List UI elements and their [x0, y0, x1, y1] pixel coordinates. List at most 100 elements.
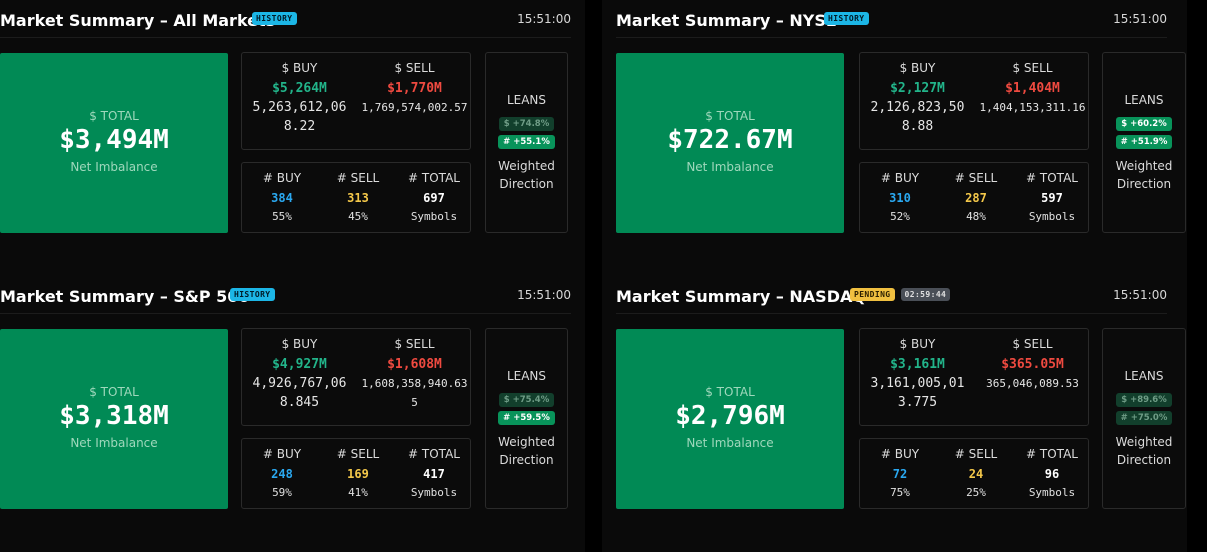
count-buy-value: 310	[889, 191, 911, 205]
dollar-box: $ BUY $5,264M 5,263,612,068.22 $ SELL $1…	[241, 52, 471, 150]
leans-footer: Weighted Direction	[486, 157, 567, 193]
count-total-value: 96	[1044, 467, 1060, 481]
count-total-suffix: Symbols	[1028, 486, 1076, 499]
count-sell-value: 169	[347, 467, 369, 481]
dollar-lean-chip: $ +89.6%	[1116, 393, 1172, 407]
leans-box: LEANS $ +89.6% # +75.0% Weighted Directi…	[1102, 328, 1186, 509]
count-box: # BUY 310 52% # SELL 287 48% # TOTAL 597…	[859, 162, 1089, 233]
history-badge[interactable]: HISTORY	[252, 12, 297, 25]
dollar-sell-full: 365,046,089.53	[986, 377, 1079, 390]
dollar-sell-value: $1,404M	[1005, 81, 1060, 96]
count-total-column: # TOTAL 417 Symbols	[396, 439, 472, 499]
dollar-buy-column: $ BUY $3,161M 3,161,005,013.775	[860, 329, 975, 412]
count-sell-label: # SELL	[336, 447, 380, 461]
count-sell-column: # SELL 169 41%	[320, 439, 396, 499]
leans-footer-line2: Direction	[1116, 453, 1172, 467]
leans-title: LEANS	[506, 93, 547, 107]
leans-footer-line2: Direction	[499, 177, 554, 191]
dollar-buy-value: $4,927M	[272, 357, 327, 372]
dollar-box: $ BUY $4,927M 4,926,767,068.845 $ SELL $…	[241, 328, 471, 426]
count-sell-label: # SELL	[954, 447, 998, 461]
leans-title: LEANS	[1124, 93, 1164, 107]
leans-footer-line1: Weighted	[1115, 435, 1173, 449]
badge-row: HISTORY	[230, 288, 275, 301]
count-sell-pct: 45%	[348, 210, 368, 223]
count-total-label: # TOTAL	[408, 447, 460, 461]
total-label: $ TOTAL	[705, 109, 755, 123]
dollar-buy-label: $ BUY	[281, 337, 318, 351]
dollar-sell-label: $ SELL	[1012, 337, 1053, 351]
timestamp: 15:51:00	[1113, 12, 1167, 26]
dollar-sell-full: 1,769,574,002.57	[361, 101, 468, 114]
leans-title: LEANS	[506, 369, 547, 383]
history-badge[interactable]: HISTORY	[824, 12, 869, 25]
history-badge[interactable]: HISTORY	[230, 288, 275, 301]
total-card: $ TOTAL $3,318M Net Imbalance	[0, 329, 228, 509]
countdown-timer: 02:59:44	[900, 288, 951, 301]
total-value: $722.67M	[667, 125, 793, 155]
total-value: $3,318M	[59, 401, 169, 431]
total-label: $ TOTAL	[89, 385, 139, 399]
dollar-buy-label: $ BUY	[899, 61, 936, 75]
panel-header: Market Summary – All Markets HISTORY 15:…	[0, 0, 571, 38]
count-total-value: 697	[423, 191, 445, 205]
total-subtitle: Net Imbalance	[686, 160, 774, 174]
count-box: # BUY 72 75% # SELL 24 25% # TOTAL 96 Sy…	[859, 438, 1089, 509]
count-buy-column: # BUY 72 75%	[862, 439, 938, 499]
count-total-column: # TOTAL 597 Symbols	[1014, 163, 1090, 223]
dollar-sell-full: 1,608,358,940.635	[361, 377, 468, 409]
badge-row: PENDING 02:59:44	[850, 288, 951, 301]
count-total-value: 417	[423, 467, 445, 481]
panel-header: Market Summary – S&P 500 HISTORY 15:51:0…	[0, 276, 571, 314]
dollar-buy-value: $5,264M	[272, 81, 327, 96]
pending-badge[interactable]: PENDING	[850, 288, 895, 301]
dollar-sell-value: $1,770M	[387, 81, 442, 96]
dollar-buy-column: $ BUY $2,127M 2,126,823,508.88	[860, 53, 975, 136]
market-summary-panel-nasdaq: Market Summary – NASDAQ PENDING 02:59:44…	[602, 276, 1187, 552]
count-sell-pct: 25%	[966, 486, 986, 499]
count-buy-label: # BUY	[262, 171, 302, 185]
count-sell-column: # SELL 24 25%	[938, 439, 1014, 499]
count-sell-column: # SELL 313 45%	[320, 163, 396, 223]
count-buy-value: 384	[271, 191, 293, 205]
count-buy-label: # BUY	[262, 447, 302, 461]
count-buy-pct: 52%	[890, 210, 910, 223]
dollar-buy-column: $ BUY $4,927M 4,926,767,068.845	[242, 329, 357, 412]
dollar-sell-column: $ SELL $1,404M 1,404,153,311.16	[975, 53, 1090, 117]
count-lean-chip: # +51.9%	[1115, 135, 1173, 149]
count-buy-pct: 75%	[890, 486, 910, 499]
count-lean-chip: # +59.5%	[498, 411, 555, 425]
count-buy-value: 248	[271, 467, 293, 481]
leans-footer: Weighted Direction	[1103, 157, 1185, 193]
count-buy-column: # BUY 384 55%	[244, 163, 320, 223]
count-lean-chip: # +75.0%	[1115, 411, 1173, 425]
count-total-label: # TOTAL	[1026, 447, 1078, 461]
dollar-sell-column: $ SELL $1,770M 1,769,574,002.57	[357, 53, 472, 117]
panel-title: Market Summary – NYSE	[616, 11, 837, 30]
count-buy-column: # BUY 248 59%	[244, 439, 320, 499]
dollar-sell-label: $ SELL	[394, 61, 435, 75]
dollar-sell-value: $365.05M	[1001, 357, 1064, 372]
dollar-box: $ BUY $3,161M 3,161,005,013.775 $ SELL $…	[859, 328, 1089, 426]
total-subtitle: Net Imbalance	[70, 160, 158, 174]
dollar-sell-full: 1,404,153,311.16	[979, 101, 1086, 114]
count-sell-value: 24	[968, 467, 984, 481]
count-buy-pct: 59%	[272, 486, 292, 499]
market-summary-panel-all-markets: Market Summary – All Markets HISTORY 15:…	[0, 0, 585, 276]
panel-header: Market Summary – NASDAQ PENDING 02:59:44…	[616, 276, 1167, 314]
count-sell-column: # SELL 287 48%	[938, 163, 1014, 223]
count-buy-column: # BUY 310 52%	[862, 163, 938, 223]
count-total-column: # TOTAL 96 Symbols	[1014, 439, 1090, 499]
dollar-buy-label: $ BUY	[899, 337, 936, 351]
total-subtitle: Net Imbalance	[70, 436, 158, 450]
count-total-value: 597	[1041, 191, 1063, 205]
leans-footer-line1: Weighted	[498, 435, 555, 449]
badge-row: HISTORY	[252, 12, 297, 25]
leans-box: LEANS $ +75.4% # +59.5% Weighted Directi…	[485, 328, 568, 509]
leans-footer: Weighted Direction	[1103, 433, 1185, 469]
leans-box: LEANS $ +74.8% # +55.1% Weighted Directi…	[485, 52, 568, 233]
count-total-suffix: Symbols	[410, 210, 458, 223]
leans-footer: Weighted Direction	[486, 433, 567, 469]
market-summary-panel-nyse: Market Summary – NYSE HISTORY 15:51:00 $…	[602, 0, 1187, 276]
leans-chips: $ +60.2% # +51.9%	[1103, 117, 1185, 149]
